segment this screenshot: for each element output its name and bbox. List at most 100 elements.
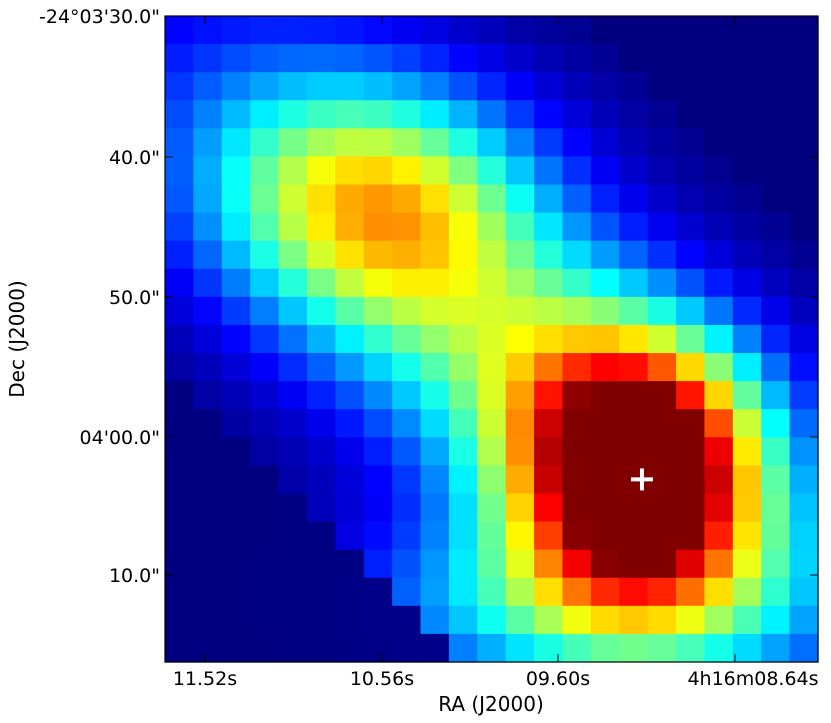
heatmap-cell (732, 381, 762, 410)
heatmap-cell (278, 353, 308, 382)
heatmap-cell (221, 100, 251, 129)
heatmap-cell (761, 409, 791, 438)
heatmap-cell (448, 296, 478, 326)
heatmap-cell (448, 156, 478, 186)
heatmap-cell (193, 240, 223, 270)
heatmap-cell (221, 44, 251, 73)
heatmap-cell (619, 521, 649, 551)
heatmap-cell (193, 493, 223, 523)
heatmap-cell (335, 605, 365, 635)
heatmap-cell (165, 409, 194, 438)
heatmap-cell (761, 381, 791, 410)
heatmap-cell (789, 605, 819, 635)
heatmap-cell (761, 465, 791, 495)
x-tick-label: 4h16m08.64s (687, 668, 818, 690)
heatmap-cell (534, 240, 564, 270)
heatmap-cell (619, 493, 649, 523)
heatmap-cell (704, 212, 734, 242)
heatmap-cell (420, 381, 450, 410)
heatmap-cell (420, 577, 450, 607)
heatmap-cell (505, 549, 535, 579)
heatmap-cell (562, 100, 592, 129)
heatmap-cell (363, 549, 393, 579)
heatmap-cell (477, 465, 507, 495)
heatmap-cell (619, 72, 649, 101)
heatmap-cell (619, 549, 649, 579)
heatmap-cell (477, 493, 507, 523)
heatmap-cell (704, 128, 734, 158)
heatmap-cell (420, 409, 450, 438)
heatmap-cell (165, 381, 194, 410)
heatmap-cell (278, 521, 308, 551)
heatmap-cell (278, 437, 308, 466)
heatmap-cell (562, 184, 592, 214)
heatmap-cell (761, 296, 791, 326)
heatmap-cell (534, 633, 564, 663)
heatmap-cell (505, 437, 535, 466)
heatmap-cell (278, 605, 308, 635)
heatmap-cell (647, 268, 677, 298)
heatmap-cell (250, 128, 280, 158)
heatmap-cell (732, 184, 762, 214)
heatmap-cell (165, 633, 194, 663)
heatmap-cell (590, 633, 620, 663)
heatmap-cell (448, 605, 478, 635)
heatmap-cell (392, 577, 422, 607)
heatmap-cell (392, 44, 422, 73)
heatmap-cell (562, 633, 592, 663)
heatmap-cell (505, 605, 535, 635)
heatmap-cell (165, 577, 194, 607)
y-axis-label: Dec (J2000) (5, 280, 29, 397)
heatmap-cell (505, 577, 535, 607)
heatmap-cell (250, 409, 280, 438)
heatmap-cell (562, 212, 592, 242)
heatmap-cell (392, 212, 422, 242)
heatmap-cell (278, 72, 308, 101)
heatmap-cell (193, 381, 223, 410)
heatmap-cell (221, 549, 251, 579)
heatmap-cell (335, 577, 365, 607)
heatmap-cell (562, 16, 592, 45)
heatmap-cell (278, 240, 308, 270)
heatmap-cell (534, 268, 564, 298)
heatmap-cell (505, 128, 535, 158)
heatmap-cell (420, 156, 450, 186)
peak-marker-icon (630, 468, 653, 491)
heatmap-cell (619, 44, 649, 73)
heatmap-cell (676, 353, 706, 382)
heatmap-cell (193, 409, 223, 438)
heatmap-cell (647, 381, 677, 410)
heatmap-cell (420, 100, 450, 129)
heatmap-cell (477, 577, 507, 607)
heatmap-cell (420, 128, 450, 158)
heatmap-cell (448, 549, 478, 579)
heatmap-cell (619, 437, 649, 466)
heatmap-cell (534, 296, 564, 326)
heatmap-cell (590, 44, 620, 73)
heatmap-cell (420, 633, 450, 663)
heatmap-cell (590, 324, 620, 354)
heatmap-cell (590, 72, 620, 101)
heatmap-cell (704, 268, 734, 298)
heatmap-cell (676, 44, 706, 73)
heatmap-cell (676, 184, 706, 214)
heatmap-cell (619, 605, 649, 635)
heatmap-cell (448, 128, 478, 158)
heatmap-cell (335, 184, 365, 214)
heatmap-cell (619, 296, 649, 326)
heatmap-cell (363, 521, 393, 551)
heatmap-cell (335, 100, 365, 129)
heatmap-cell (619, 268, 649, 298)
heatmap-cell (221, 577, 251, 607)
heatmap-cell (165, 72, 194, 101)
heatmap-cell (165, 605, 194, 635)
heatmap-cell (761, 493, 791, 523)
heatmap-cell (704, 577, 734, 607)
heatmap-cell (221, 16, 251, 45)
heatmap-cell (590, 605, 620, 635)
heatmap-cell (676, 633, 706, 663)
heatmap-cell (165, 549, 194, 579)
heatmap-cell (221, 156, 251, 186)
heatmap-cell (534, 212, 564, 242)
heatmap-cell (704, 100, 734, 129)
